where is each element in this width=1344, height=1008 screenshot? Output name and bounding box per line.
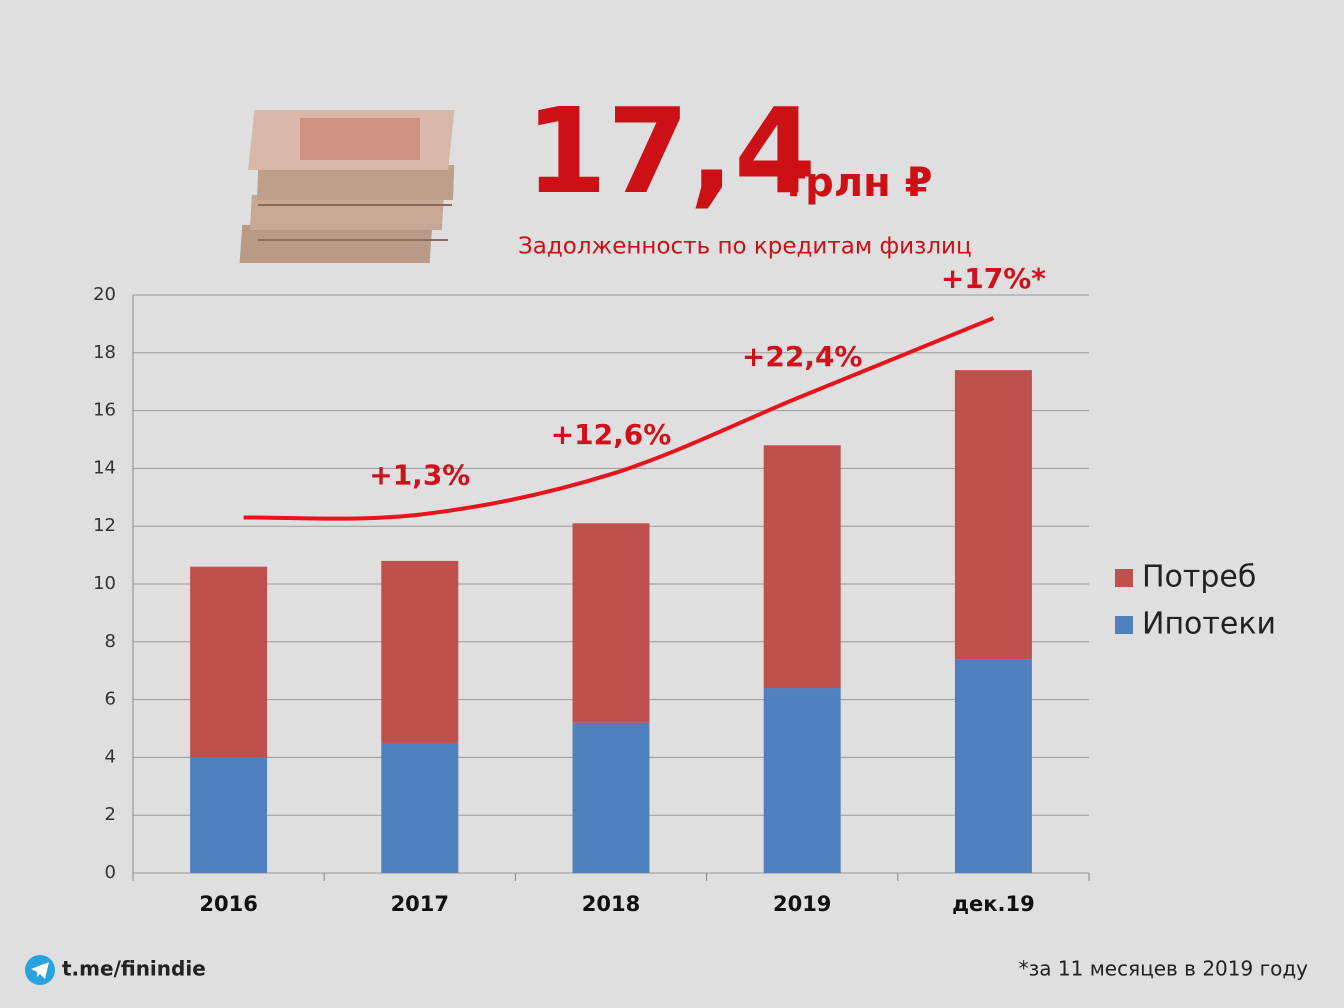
x-tick-label: 2016 bbox=[199, 892, 257, 916]
y-tick-label: 16 bbox=[93, 400, 116, 421]
legend-swatch bbox=[1115, 616, 1133, 634]
subtitle: Задолженность по кредитам физлиц bbox=[518, 234, 972, 260]
x-tick-label: 2018 bbox=[582, 892, 640, 916]
y-tick-label: 4 bbox=[105, 746, 116, 767]
growth-label: +12,6% bbox=[551, 418, 672, 451]
bar-segment bbox=[381, 560, 459, 743]
y-tick-label: 14 bbox=[93, 457, 116, 478]
y-tick-label: 6 bbox=[105, 689, 116, 710]
bar-segment bbox=[763, 445, 841, 689]
legend-label: Ипотеки bbox=[1142, 607, 1276, 642]
bar-segment bbox=[763, 688, 841, 873]
legend-label: Потреб bbox=[1142, 560, 1256, 595]
x-tick-label: 2019 bbox=[773, 892, 831, 916]
legend-swatch bbox=[1115, 569, 1133, 587]
y-tick-label: 18 bbox=[93, 342, 116, 363]
telegram-icon bbox=[25, 955, 55, 985]
y-tick-label: 0 bbox=[105, 862, 116, 883]
bar-segment bbox=[381, 742, 459, 873]
bar-segment bbox=[190, 566, 268, 758]
growth-label: +17%* bbox=[941, 262, 1046, 295]
unit: трлн ₽ bbox=[782, 160, 933, 206]
x-tick-label: 2017 bbox=[391, 892, 449, 916]
big-number: 17,4 bbox=[525, 82, 816, 220]
x-tick-label: дек.19 bbox=[952, 892, 1035, 916]
growth-label: +1,3% bbox=[369, 459, 470, 492]
bar-segment bbox=[572, 523, 650, 723]
y-tick-label: 8 bbox=[105, 631, 116, 652]
growth-label: +22,4% bbox=[742, 340, 863, 373]
y-tick-label: 12 bbox=[93, 515, 116, 536]
footer-link: t.me/finindie bbox=[62, 957, 206, 981]
bar-segment bbox=[954, 659, 1032, 873]
y-tick-label: 20 bbox=[93, 284, 116, 305]
money-stack bbox=[239, 110, 455, 263]
bar-segment bbox=[190, 757, 268, 873]
y-tick-label: 10 bbox=[93, 573, 116, 594]
trend-line bbox=[243, 316, 995, 521]
footer-note: *за 11 месяцев в 2019 году bbox=[1019, 957, 1309, 981]
y-tick-label: 2 bbox=[105, 804, 116, 825]
bar-segment bbox=[572, 722, 650, 873]
bar-segment bbox=[954, 370, 1032, 660]
